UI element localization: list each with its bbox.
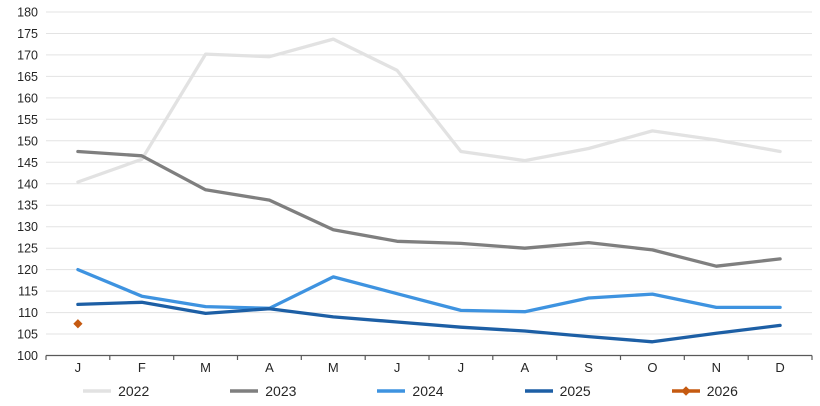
legend-swatch-2022 xyxy=(83,389,112,393)
series-line-2024 xyxy=(76,267,782,314)
x-axis-label: O xyxy=(647,360,657,375)
x-axis-label: D xyxy=(775,360,784,375)
legend-label-2024: 2024 xyxy=(412,383,444,399)
y-axis-label: 180 xyxy=(17,6,38,20)
series-line-2023 xyxy=(76,149,782,268)
y-axis-label: 165 xyxy=(17,70,38,84)
x-axis-label: F xyxy=(138,360,146,375)
y-axis-label: 140 xyxy=(17,177,38,191)
legend-label-2023: 2023 xyxy=(265,383,297,399)
series-line-2022 xyxy=(76,37,782,184)
chart-plot-area: 100 105 110 115 120 125 130 135 140 145 150 155 160 1… xyxy=(17,6,813,375)
legend-label-2022: 2022 xyxy=(118,383,150,399)
x-axis-label: A xyxy=(520,360,529,375)
y-axis-label: 105 xyxy=(17,328,38,342)
y-axis-label: 155 xyxy=(17,113,38,127)
y-axis-label: 115 xyxy=(18,285,38,299)
y-axis-label: 100 xyxy=(17,349,38,363)
y-axis-label: 125 xyxy=(17,242,38,256)
y-axis-label: 110 xyxy=(18,306,38,320)
x-axis-label: J xyxy=(394,360,401,375)
legend-item-2024: 2024 xyxy=(376,383,444,399)
chart-legend: 2022 2023 2024 2025 2026 xyxy=(0,376,820,406)
y-axis-label: 160 xyxy=(17,91,38,105)
legend-label-2026: 2026 xyxy=(706,383,738,399)
y-axis-label: 145 xyxy=(17,156,38,170)
legend-swatch-2026 xyxy=(671,386,700,396)
legend-item-2023: 2023 xyxy=(229,384,296,398)
legend-swatch-2024 xyxy=(377,389,406,393)
x-axis-label: J xyxy=(458,360,465,375)
x-axis-label: N xyxy=(712,360,721,375)
y-axis-label: 135 xyxy=(17,199,38,213)
x-axis-label: J xyxy=(75,360,82,375)
legend-swatch-2025 xyxy=(524,389,553,393)
y-axis-label: 175 xyxy=(17,27,38,41)
x-axis-label: M xyxy=(200,360,211,375)
y-axis-label: 170 xyxy=(17,48,38,62)
x-axis-label: M xyxy=(328,360,339,375)
legend-item-2026: 2026 xyxy=(671,384,738,398)
legend-item-2022: 2022 xyxy=(82,384,149,398)
legend-label-2025: 2025 xyxy=(559,383,591,399)
y-axis-label: 130 xyxy=(17,220,38,234)
legend-item-2025: 2025 xyxy=(524,384,591,398)
legend-swatch-2023 xyxy=(230,389,259,393)
series-marker-2026 xyxy=(73,319,83,329)
legend-diamond-icon xyxy=(680,386,691,396)
y-axis-label: 150 xyxy=(17,134,38,148)
y-axis-label: 120 xyxy=(17,263,38,277)
x-axis-label: S xyxy=(584,360,593,375)
series-line-2025 xyxy=(76,300,782,344)
x-axis-label: A xyxy=(265,360,274,375)
